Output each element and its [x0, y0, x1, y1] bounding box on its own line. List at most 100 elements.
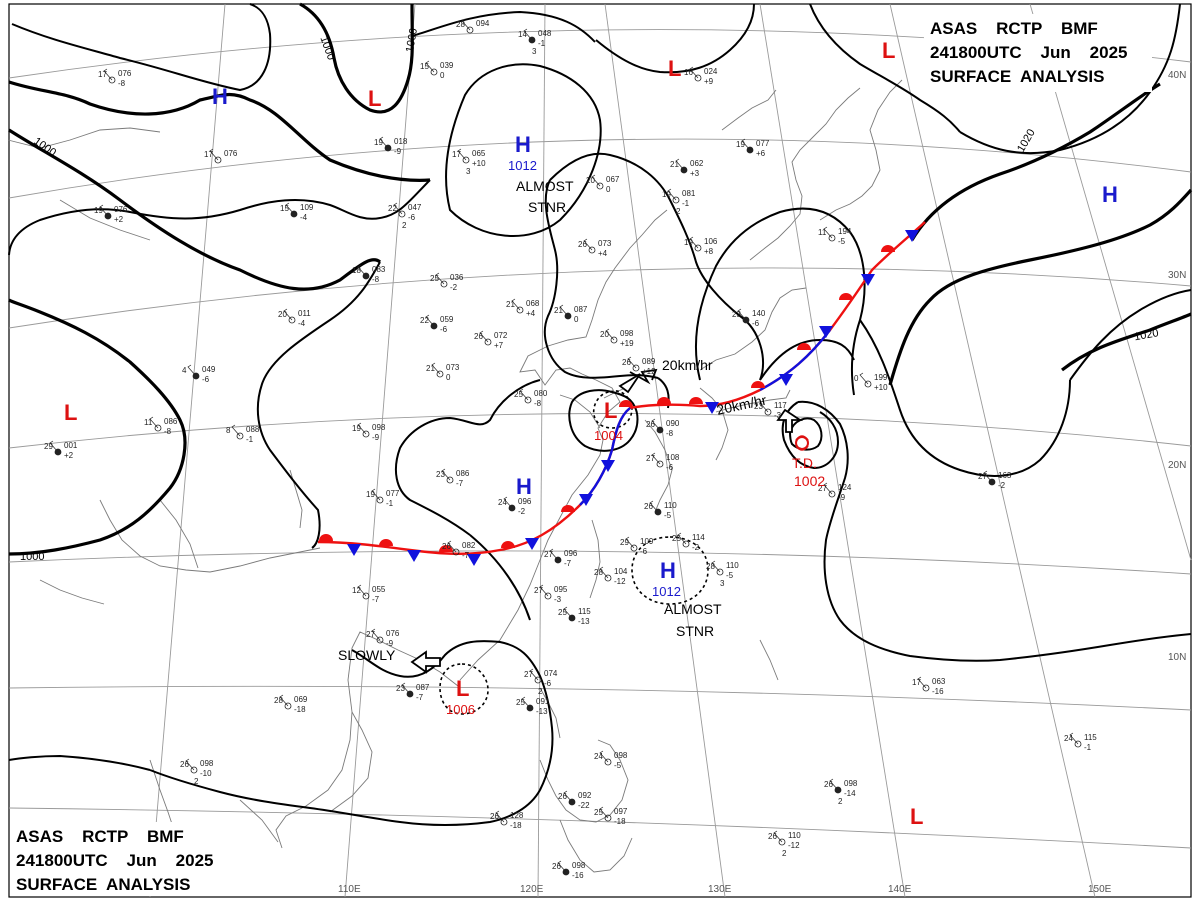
wind-barb-icon: [625, 536, 635, 549]
station-plot: 17 076: [204, 148, 238, 164]
front-symbols: [319, 230, 919, 566]
station-tendency-code: 2: [782, 849, 787, 858]
longitude-label: 120E: [520, 884, 544, 895]
motion-speed-label: SLOWLY: [338, 647, 396, 663]
station-pressure: 069: [294, 695, 308, 704]
station-cloud-icon: [108, 76, 116, 84]
wind-barb-icon: [371, 628, 381, 641]
station-cloud-icon: [362, 430, 370, 438]
station-plot: 27 163-2: [978, 470, 1012, 490]
station-temperature: 29: [620, 538, 629, 547]
station-cloud-icon: [376, 636, 384, 644]
station-tendency: -7: [564, 559, 572, 568]
station-temperature: 26: [180, 760, 189, 769]
station-plot: 27 076-9: [366, 628, 400, 648]
wind-barb-icon: [357, 264, 367, 277]
station-plot: 14 048-13: [518, 28, 552, 56]
motion-speed-label: 20km/hr: [662, 357, 713, 373]
station-tendency: +12: [642, 367, 656, 376]
station-tendency: -3: [774, 411, 782, 420]
station-pressure: 077: [756, 139, 770, 148]
station-pressure: 067: [606, 175, 620, 184]
wind-barb-icon: [689, 66, 699, 79]
station-tendency: -6: [440, 325, 448, 334]
station-pressure: 097: [614, 807, 628, 816]
high-pressure-center: H: [1102, 182, 1118, 207]
wind-barb-icon: [627, 356, 637, 369]
station-pressure: 011: [298, 309, 311, 318]
station-tendency: -5: [726, 571, 734, 580]
warm-front-semicircle: [319, 534, 333, 541]
station-plot: 24 115-1: [1064, 732, 1097, 752]
station-plot: 24 096-2: [498, 496, 532, 516]
station-temperature: 26: [622, 358, 631, 367]
cold-front-triangle: [407, 550, 421, 562]
cold-front-triangle: [819, 326, 833, 338]
wind-barb-icon: [823, 482, 833, 495]
station-pressure: 091: [536, 697, 550, 706]
station-temperature: 28: [456, 20, 465, 29]
station-temperature: 21: [426, 364, 435, 373]
station-cloud-icon: [154, 424, 162, 432]
isobar-label: 1000: [20, 551, 44, 563]
station-pressure: 199: [874, 373, 888, 382]
station-tendency: -14: [844, 789, 856, 798]
station-pressure: 110: [664, 501, 677, 510]
station-pressure: 074: [544, 669, 558, 678]
station-plot: 28 094: [456, 18, 490, 34]
station-tendency: +10: [874, 383, 888, 392]
wind-barb-icon: [285, 202, 295, 215]
station-pressure: 082: [462, 541, 476, 550]
station-plot: 26 110-5: [644, 500, 677, 520]
warm-front-semicircle: [439, 545, 453, 552]
wind-barb-icon: [283, 308, 293, 321]
station-temperature: 19: [94, 206, 103, 215]
station-tendency: +7: [494, 341, 504, 350]
station-pressure: 001: [64, 441, 78, 450]
wind-barb-icon: [457, 148, 467, 161]
station-temperature: 26: [646, 420, 655, 429]
station-tendency: +4: [598, 249, 608, 258]
station-temperature: 4: [182, 366, 187, 375]
wind-barb-icon: [917, 676, 927, 689]
warm-front-semicircle: [619, 400, 633, 407]
station-tendency: +10: [472, 159, 486, 168]
station-temperature: 26: [578, 240, 587, 249]
warm-front-semicircle: [561, 505, 575, 512]
wind-barb-icon: [185, 758, 195, 771]
station-temperature: 26: [768, 832, 777, 841]
station-tendency: 0: [440, 71, 445, 80]
station-pressure: 047: [408, 203, 422, 212]
station-pressure: 076: [386, 629, 400, 638]
station-temperature: 26: [474, 332, 483, 341]
wind-barb-icon: [425, 314, 435, 327]
wind-barb-icon: [511, 298, 521, 311]
station-pressure: 073: [446, 363, 460, 372]
station-temperature: 22: [388, 204, 397, 213]
station-cloud-icon: [466, 26, 474, 34]
station-plot: 25 036-2: [430, 272, 464, 292]
station-tendency: 0: [574, 315, 579, 324]
station-temperature: 20: [586, 176, 595, 185]
station-tendency: -18: [614, 817, 626, 826]
longitude-label: 150E: [1088, 884, 1112, 895]
station-cloud-icon: [694, 74, 702, 82]
wind-barb-icon: [983, 470, 993, 483]
high-pressure-value: 1012: [652, 584, 681, 599]
station-tendency: -1: [386, 499, 394, 508]
station-tendency: -4: [298, 319, 306, 328]
station-plot: 25 091-13: [516, 696, 550, 716]
wind-barb-icon: [99, 204, 109, 217]
cold-front-triangle: [779, 374, 793, 386]
station-tendency: -9: [838, 493, 846, 502]
low-pressure-center: L: [882, 38, 895, 63]
wind-barb-icon: [649, 500, 659, 513]
station-cloud-icon: [376, 496, 384, 504]
station-pressure: 088: [246, 425, 260, 434]
wind-barb-icon: [599, 806, 609, 819]
station-tendency: +9: [704, 77, 714, 86]
station-pressure: 059: [440, 315, 454, 324]
